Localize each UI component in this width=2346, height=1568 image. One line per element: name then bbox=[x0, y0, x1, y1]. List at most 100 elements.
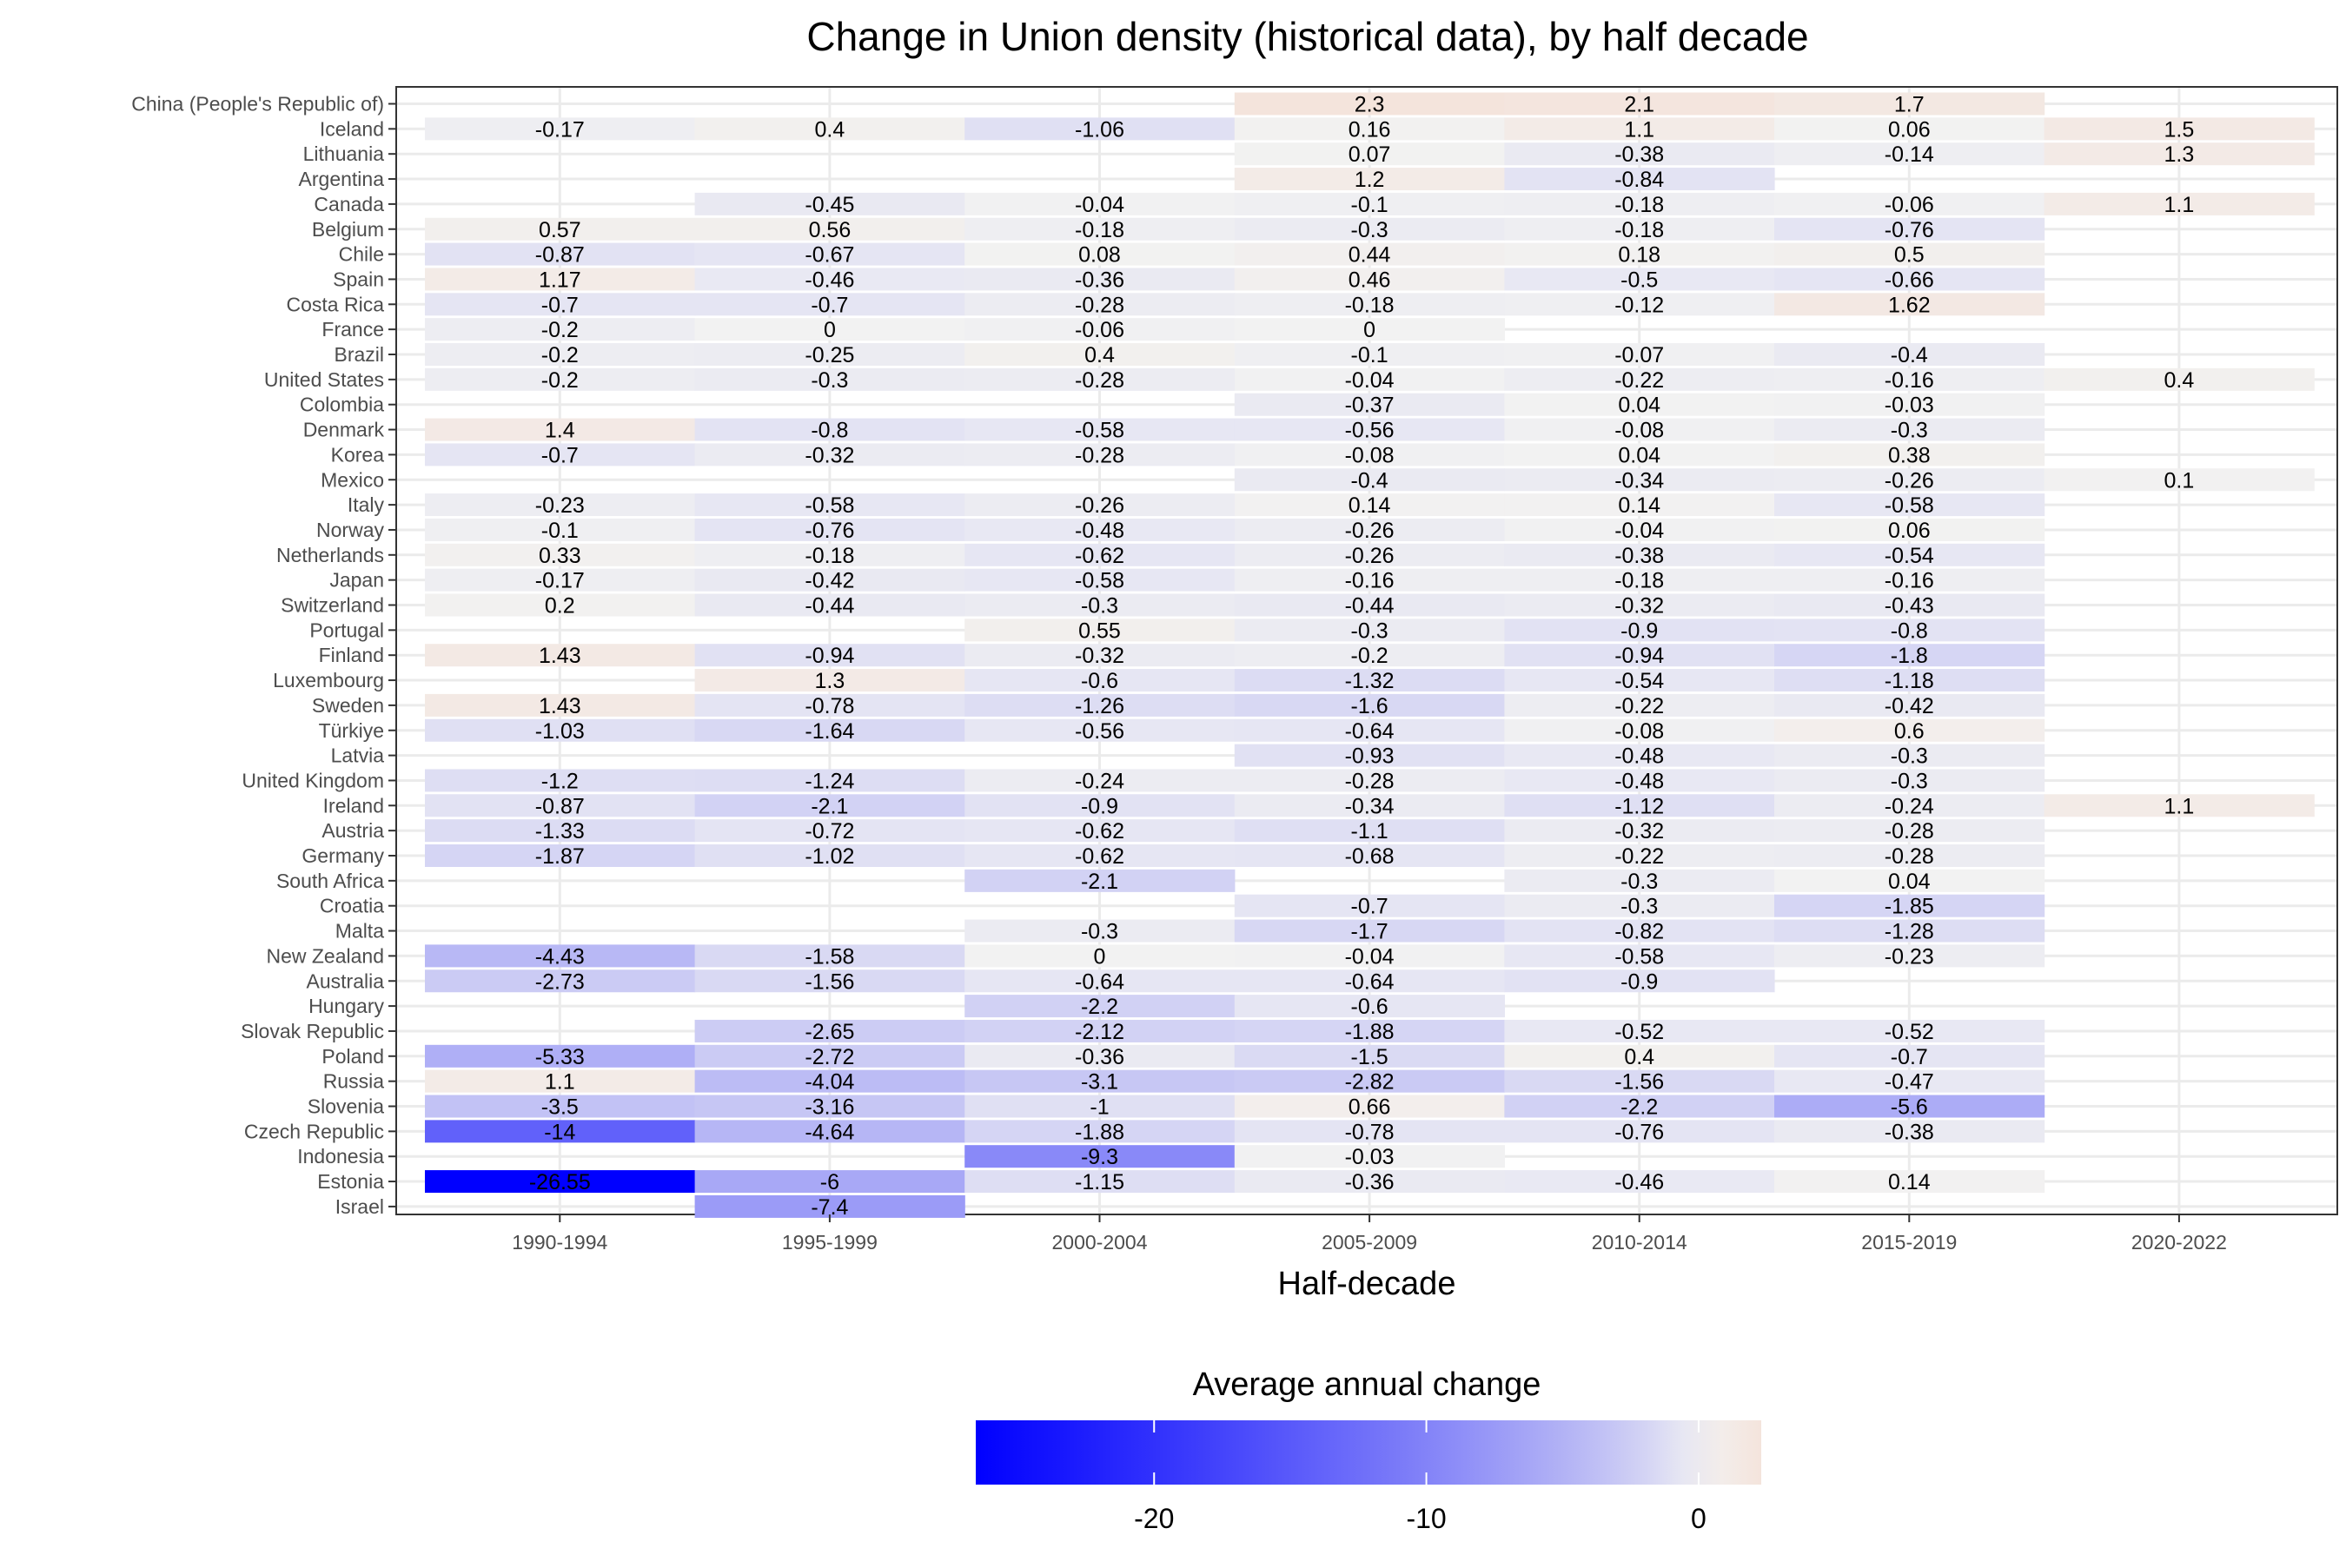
heatmap-cell bbox=[425, 593, 696, 617]
cell-value-label: -0.37 bbox=[1345, 394, 1395, 418]
cell-value-label: -1.33 bbox=[535, 819, 585, 844]
y-tick-label: Netherlands bbox=[276, 544, 384, 566]
heatmap-cell bbox=[964, 944, 1236, 968]
heatmap-cell bbox=[1504, 819, 1775, 843]
heatmap-cell bbox=[1774, 744, 2045, 767]
cell-value-label: -1.28 bbox=[1885, 920, 1934, 944]
cell-value-label: -0.76 bbox=[1885, 218, 1934, 242]
cell-value-label: 0.4 bbox=[1624, 1045, 1654, 1069]
cell-value-label: -0.3 bbox=[1891, 744, 1928, 769]
heatmap-cell bbox=[1774, 819, 2045, 843]
cell-value-label: -2.65 bbox=[805, 1020, 854, 1044]
heatmap-cell bbox=[1504, 769, 1775, 792]
cell-value-label: -0.44 bbox=[805, 594, 854, 619]
y-tick-label: China (People's Republic of) bbox=[131, 93, 384, 116]
heatmap-cell bbox=[1774, 644, 2045, 667]
cell-value-label: -3.5 bbox=[541, 1095, 579, 1120]
y-tick-label: Japan bbox=[329, 569, 384, 592]
cell-value-label: 0.4 bbox=[2164, 368, 2195, 393]
heatmap-cell bbox=[1234, 318, 1505, 341]
cell-value-label: -4.04 bbox=[805, 1070, 854, 1095]
cell-value-label: -0.3 bbox=[1081, 920, 1118, 944]
cell-value-label: -0.6 bbox=[1081, 669, 1118, 693]
cell-value-label: -0.58 bbox=[1075, 419, 1124, 443]
heatmap-cell bbox=[425, 518, 696, 541]
x-axis: 1990-1994 1995-1999 2000-2004 2005-2009 2010… bbox=[512, 1214, 2227, 1254]
cell-value-label: -9.3 bbox=[1081, 1145, 1118, 1169]
cell-value-label: -0.25 bbox=[805, 343, 854, 367]
cell-value-label: -0.28 bbox=[1885, 844, 1934, 869]
cell-value-label: -0.64 bbox=[1345, 719, 1395, 744]
heatmap-cell bbox=[1774, 92, 2045, 116]
cell-value-label: -0.18 bbox=[1614, 218, 1664, 242]
heatmap-cell bbox=[1234, 1044, 1505, 1068]
heatmap-cell bbox=[1234, 1170, 1505, 1194]
cell-value-label: -14 bbox=[544, 1120, 575, 1144]
cell-value-label: 0.4 bbox=[815, 117, 845, 142]
y-tick-label: Mexico bbox=[321, 468, 384, 491]
y-tick-label: Russia bbox=[323, 1070, 385, 1093]
cell-value-label: 1.1 bbox=[545, 1070, 575, 1095]
heatmap-cell bbox=[1774, 192, 2045, 215]
cell-value-label: -0.9 bbox=[1620, 619, 1658, 643]
cell-value-label: -2.1 bbox=[1081, 870, 1118, 894]
heatmap-cell bbox=[1234, 293, 1505, 316]
heatmap-cell bbox=[2044, 468, 2315, 492]
heatmap-cell bbox=[1774, 367, 2045, 391]
heatmap-cell bbox=[1234, 142, 1505, 166]
cell-value-label: -0.1 bbox=[541, 519, 579, 543]
heatmap-cell bbox=[1504, 493, 1775, 517]
cell-value-label: 0.4 bbox=[1084, 343, 1115, 367]
cell-value-label: -0.1 bbox=[1351, 193, 1388, 217]
cell-value-label: -0.48 bbox=[1075, 519, 1124, 543]
heatmap-cell bbox=[964, 367, 1236, 391]
heatmap-cell bbox=[425, 343, 696, 366]
heatmap-cell bbox=[694, 367, 965, 391]
cell-value-label: -0.32 bbox=[805, 443, 854, 467]
y-tick-label: South Africa bbox=[276, 870, 384, 892]
heatmap-cell bbox=[694, 318, 965, 341]
cell-value-label: 0 bbox=[824, 318, 836, 342]
y-tick-label: Hungary bbox=[308, 995, 384, 1017]
legend-tick-label: -10 bbox=[1406, 1503, 1446, 1534]
x-tick-label: 2020-2022 bbox=[2131, 1231, 2227, 1254]
heatmap-cell bbox=[964, 1095, 1236, 1118]
cell-value-label: -0.62 bbox=[1075, 544, 1124, 568]
cell-value-label: -0.7 bbox=[1891, 1045, 1928, 1069]
cell-value-label: -0.58 bbox=[1885, 493, 1934, 518]
cell-value-label: -0.76 bbox=[805, 519, 854, 543]
cell-value-label: -0.48 bbox=[1614, 769, 1664, 793]
cell-value-label: -0.18 bbox=[805, 544, 854, 568]
cell-value-label: -1.2 bbox=[541, 769, 579, 793]
cell-value-label: -0.48 bbox=[1614, 744, 1664, 769]
heatmap-cell bbox=[694, 518, 965, 541]
cell-value-label: -0.45 bbox=[805, 193, 854, 217]
cell-value-label: 0.06 bbox=[1888, 117, 1931, 142]
heatmap-cell bbox=[964, 693, 1236, 717]
cell-value-label: -0.08 bbox=[1614, 419, 1664, 443]
heatmap-cell bbox=[425, 1095, 696, 1118]
cell-value-label: -0.84 bbox=[1614, 168, 1664, 192]
heatmap-cell bbox=[1504, 418, 1775, 441]
heatmap-cell bbox=[1234, 1019, 1505, 1042]
cell-value-label: 0.57 bbox=[539, 218, 581, 242]
heatmap-cell bbox=[964, 1170, 1236, 1194]
cell-value-label: -0.42 bbox=[805, 569, 854, 593]
heatmap-cell bbox=[1234, 1120, 1505, 1143]
heatmap-cell bbox=[694, 117, 965, 141]
heatmap-cell bbox=[425, 844, 696, 867]
cell-value-label: -0.44 bbox=[1345, 594, 1395, 619]
cell-value-label: -0.9 bbox=[1620, 969, 1658, 994]
y-tick-label: Switzerland bbox=[281, 594, 384, 617]
cell-value-label: -1.56 bbox=[1614, 1070, 1664, 1095]
cell-value-label: -0.7 bbox=[541, 443, 579, 467]
cell-value-label: -0.12 bbox=[1614, 293, 1664, 317]
heatmap-cell bbox=[1504, 268, 1775, 291]
heatmap-cell bbox=[1504, 669, 1775, 692]
cell-value-label: -0.3 bbox=[811, 368, 848, 393]
cell-value-label: -0.72 bbox=[805, 819, 854, 844]
cell-value-label: 0.08 bbox=[1078, 243, 1121, 268]
heatmap-cell bbox=[1504, 1044, 1775, 1068]
cell-value-label: -0.2 bbox=[1351, 644, 1388, 668]
cell-value-label: -0.56 bbox=[1345, 419, 1395, 443]
